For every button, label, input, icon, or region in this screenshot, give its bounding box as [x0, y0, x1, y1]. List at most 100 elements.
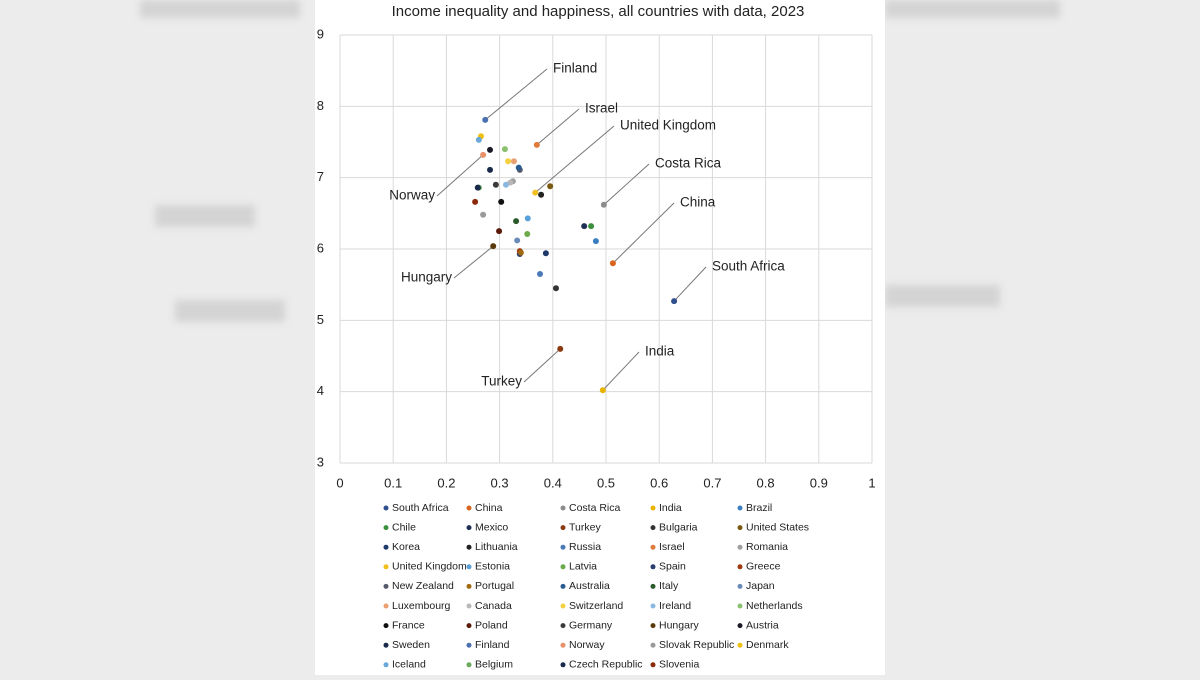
- point: [513, 218, 520, 225]
- point: [487, 146, 494, 153]
- legend-label: Poland: [475, 619, 508, 631]
- x-tick-label: 0.3: [491, 475, 509, 490]
- point: [557, 345, 564, 352]
- annotation: South Africa: [712, 259, 785, 274]
- x-tick-label: 0.1: [384, 475, 402, 490]
- point: [588, 223, 595, 230]
- annotation: United Kingdom: [620, 118, 716, 133]
- legend-label: Costa Rica: [569, 502, 621, 514]
- legend-label: Ireland: [659, 600, 691, 612]
- legend-label: New Zealand: [392, 580, 454, 592]
- legend-label: Denmark: [746, 639, 789, 651]
- legend-marker: [383, 544, 389, 550]
- annotation-leader: [453, 245, 494, 279]
- legend-label: Hungary: [659, 619, 699, 631]
- legend-marker: [737, 525, 743, 531]
- legend-marker: [737, 564, 743, 570]
- x-tick-label: 0.6: [650, 475, 668, 490]
- legend-marker: [560, 642, 566, 648]
- point: [547, 183, 554, 190]
- y-tick-label: 7: [317, 169, 324, 184]
- legend-label: Belgium: [475, 659, 513, 671]
- annotation-leader: [436, 154, 484, 197]
- x-tick-label: 0: [336, 475, 343, 490]
- legend-marker: [383, 525, 389, 531]
- annotation-leader: [602, 351, 640, 391]
- legend-marker: [466, 642, 472, 648]
- point: [498, 198, 505, 205]
- legend-marker: [737, 583, 743, 589]
- legend-label: Czech Republic: [569, 659, 643, 671]
- legend-label: United States: [746, 521, 809, 533]
- y-tick-label: 5: [317, 312, 324, 327]
- y-tick-label: 3: [317, 454, 324, 469]
- legend-marker: [737, 642, 743, 648]
- legend-marker: [737, 603, 743, 609]
- legend-label: Italy: [659, 580, 679, 592]
- point: [537, 270, 544, 277]
- point: [480, 211, 487, 218]
- point: [492, 181, 499, 188]
- annotation: Finland: [553, 61, 597, 76]
- legend-marker: [650, 642, 656, 648]
- legend-marker: [560, 623, 566, 629]
- legend-marker: [737, 623, 743, 629]
- point: [515, 164, 522, 171]
- chart-panel: [315, 0, 885, 675]
- annotation-leader: [673, 266, 707, 302]
- legend-marker: [383, 623, 389, 629]
- legend-label: Chile: [392, 521, 416, 533]
- annotation: Israel: [585, 101, 618, 116]
- legend-marker: [737, 505, 743, 511]
- point: [532, 189, 539, 196]
- point: [524, 215, 531, 222]
- point: [524, 231, 531, 238]
- legend-label: Estonia: [475, 561, 510, 573]
- legend-label: Germany: [569, 619, 613, 631]
- annotation-leader: [484, 68, 548, 121]
- legend-label: Lithuania: [475, 541, 518, 553]
- legend-marker: [383, 583, 389, 589]
- legend-marker: [737, 544, 743, 550]
- legend-label: Japan: [746, 580, 775, 592]
- legend-marker: [466, 505, 472, 511]
- legend-label: Australia: [569, 580, 610, 592]
- annotation: Turkey: [481, 374, 522, 389]
- legend-marker: [466, 603, 472, 609]
- legend-marker: [650, 505, 656, 511]
- legend-label: Luxembourg: [392, 600, 451, 612]
- legend-label: Sweden: [392, 639, 430, 651]
- legend-marker: [650, 603, 656, 609]
- point: [671, 298, 678, 305]
- legend-marker: [560, 505, 566, 511]
- legend-marker: [560, 525, 566, 531]
- legend-label: Korea: [392, 541, 420, 553]
- y-tick-label: 9: [317, 26, 324, 41]
- y-tick-label: 4: [317, 383, 324, 398]
- legend-marker: [560, 544, 566, 550]
- legend-label: Russia: [569, 541, 601, 553]
- legend-label: South Africa: [392, 502, 449, 514]
- legend-label: Latvia: [569, 561, 597, 573]
- legend-marker: [650, 583, 656, 589]
- legend-label: Finland: [475, 639, 510, 651]
- y-tick-label: 6: [317, 240, 324, 255]
- annotation: Costa Rica: [655, 156, 722, 171]
- legend-marker: [650, 623, 656, 629]
- legend-marker: [466, 662, 472, 668]
- point: [609, 260, 616, 267]
- legend-label: Brazil: [746, 502, 772, 514]
- legend-label: Slovenia: [659, 659, 699, 671]
- x-tick-label: 0.8: [757, 475, 775, 490]
- legend-label: Canada: [475, 600, 512, 612]
- annotation: Norway: [389, 188, 435, 203]
- legend-marker: [650, 662, 656, 668]
- legend-marker: [466, 583, 472, 589]
- point: [538, 191, 545, 198]
- x-tick-label: 0.4: [544, 475, 562, 490]
- x-tick-label: 0.5: [597, 475, 615, 490]
- annotation: China: [680, 195, 716, 210]
- legend-marker: [466, 623, 472, 629]
- legend-marker: [560, 662, 566, 668]
